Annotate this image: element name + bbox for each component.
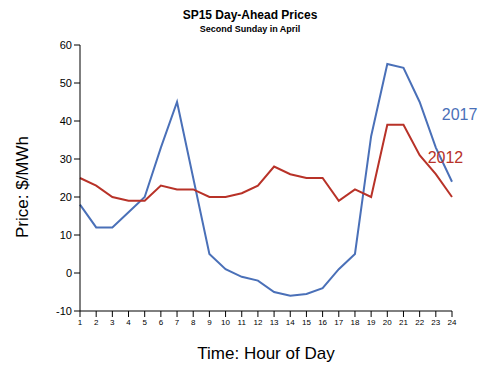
svg-text:23: 23: [431, 318, 440, 327]
svg-text:0: 0: [66, 267, 72, 279]
svg-text:9: 9: [207, 318, 212, 327]
svg-text:20: 20: [60, 191, 72, 203]
svg-text:6: 6: [159, 318, 164, 327]
svg-text:14: 14: [286, 318, 295, 327]
svg-text:21: 21: [399, 318, 408, 327]
svg-text:17: 17: [334, 318, 343, 327]
html-text:Second Sunday in April: Second Sunday in April: [199, 24, 301, 34]
svg-text:4: 4: [126, 318, 131, 327]
svg-text:22: 22: [415, 318, 424, 327]
svg-text:16: 16: [318, 318, 327, 327]
svg-text:13: 13: [270, 318, 279, 327]
svg-text:12: 12: [253, 318, 262, 327]
html-text:SP15 Day-Ahead Prices: SP15 Day-Ahead Prices: [182, 8, 318, 22]
svg-text:2: 2: [94, 318, 99, 327]
svg-text:10: 10: [221, 318, 230, 327]
svg-text:60: 60: [60, 39, 72, 51]
svg-text:2017: 2017: [442, 106, 478, 123]
svg-text:-10: -10: [56, 305, 72, 317]
svg-text:5: 5: [142, 318, 147, 327]
svg-text:24: 24: [448, 318, 457, 327]
svg-text:2012: 2012: [428, 149, 464, 166]
svg-text:10: 10: [60, 229, 72, 241]
svg-text:15: 15: [302, 318, 311, 327]
svg-text:Price: $/MWh: Price: $/MWh: [13, 136, 32, 238]
svg-text:19: 19: [367, 318, 376, 327]
svg-text:20: 20: [383, 318, 392, 327]
svg-text:3: 3: [110, 318, 115, 327]
svg-text:40: 40: [60, 115, 72, 127]
svg-text:50: 50: [60, 77, 72, 89]
svg-text:1: 1: [78, 318, 83, 327]
svg-text:7: 7: [175, 318, 180, 327]
svg-text:8: 8: [191, 318, 196, 327]
svg-text:11: 11: [238, 318, 247, 327]
svg-text:Time: Hour of Day: Time: Hour of Day: [197, 344, 335, 363]
svg-text:18: 18: [351, 318, 360, 327]
svg-text:30: 30: [60, 153, 72, 165]
